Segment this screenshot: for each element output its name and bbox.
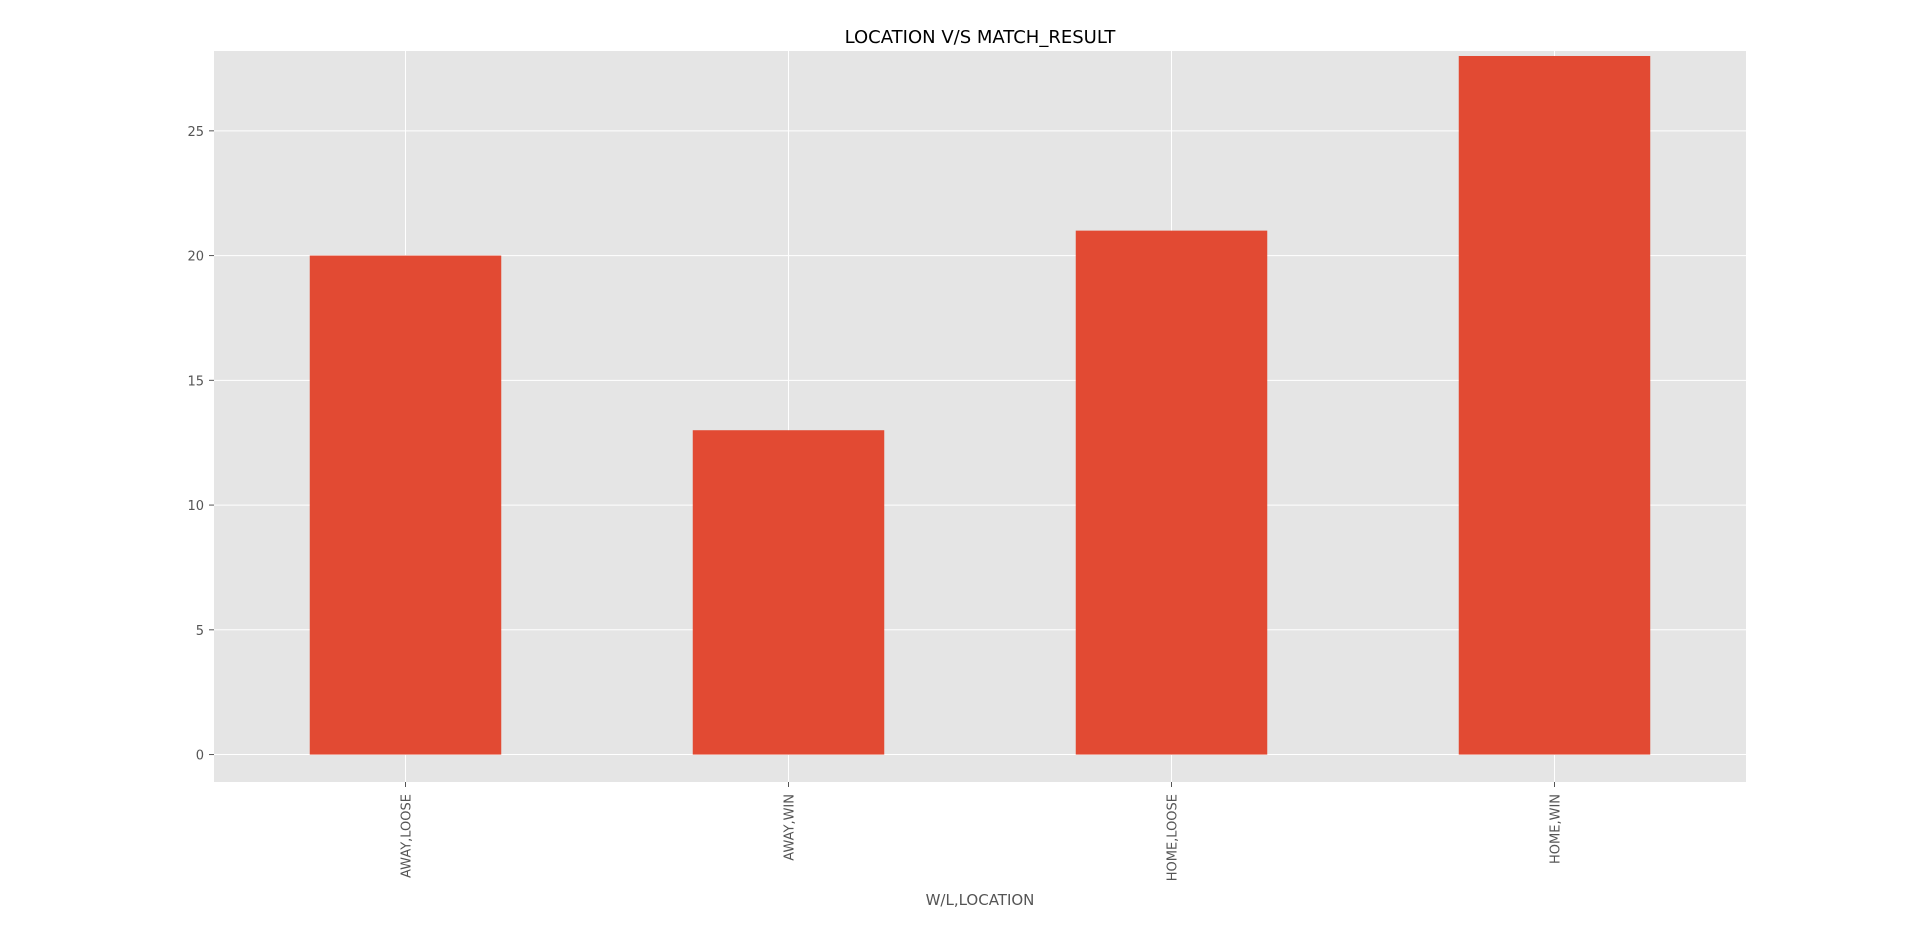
y-tick-label: 25 <box>187 125 204 140</box>
x-tick-label: HOME,WIN <box>1549 794 1564 864</box>
x-axis-label: W/L,LOCATION <box>926 891 1035 909</box>
y-tick-label: 20 <box>187 250 204 265</box>
bar <box>692 430 885 755</box>
x-tick-label: AWAY,WIN <box>783 794 798 861</box>
bar <box>1075 230 1268 755</box>
bars <box>309 55 1651 755</box>
bar <box>309 255 502 755</box>
chart-title: LOCATION V/S MATCH_RESULT <box>845 27 1117 48</box>
tick-marks <box>209 130 1555 787</box>
bar <box>1458 55 1651 755</box>
y-tick-label: 15 <box>187 374 204 389</box>
x-tick-label: AWAY,LOOSE <box>400 794 415 878</box>
y-tick-label: 0 <box>196 749 204 764</box>
y-tick-label: 5 <box>196 624 204 639</box>
y-tick-labels: 0 5 10 15 20 25 <box>187 125 204 764</box>
x-tick-labels: AWAY,LOOSE AWAY,WIN HOME,LOOSE HOME,WIN <box>400 794 1564 881</box>
x-tick-label: HOME,LOOSE <box>1166 794 1181 881</box>
y-tick-label: 10 <box>187 499 204 514</box>
